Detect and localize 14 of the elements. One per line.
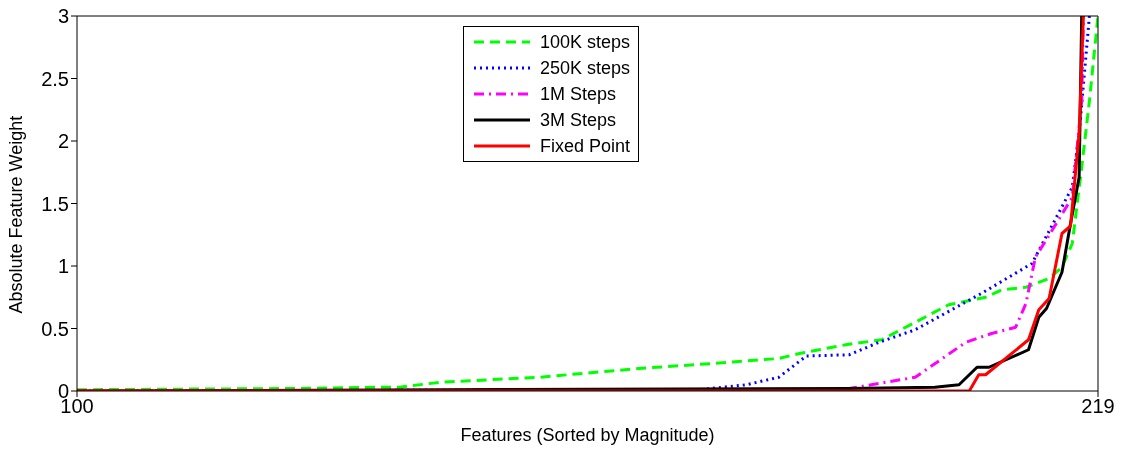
legend-label: 3M Steps [540,109,617,131]
x-tick-label: 219 [1081,395,1115,418]
legend-label: 1M Steps [540,83,617,105]
legend-label: 250K steps [540,57,631,79]
y-tick-label: 0.5 [41,317,69,340]
y-axis-title: Absolute Feature Weight [6,115,27,314]
y-tick-label: 2.5 [41,67,69,90]
legend-label: 100K steps [540,31,631,53]
x-axis-title: Features (Sorted by Magnitude) [460,425,715,445]
y-tick-label: 3 [57,5,69,28]
y-tick-label: 2 [57,130,69,153]
y-tick-label: 1 [57,255,69,278]
y-tick-label: 1.5 [41,192,69,215]
legend-label: Fixed Point [540,135,631,157]
